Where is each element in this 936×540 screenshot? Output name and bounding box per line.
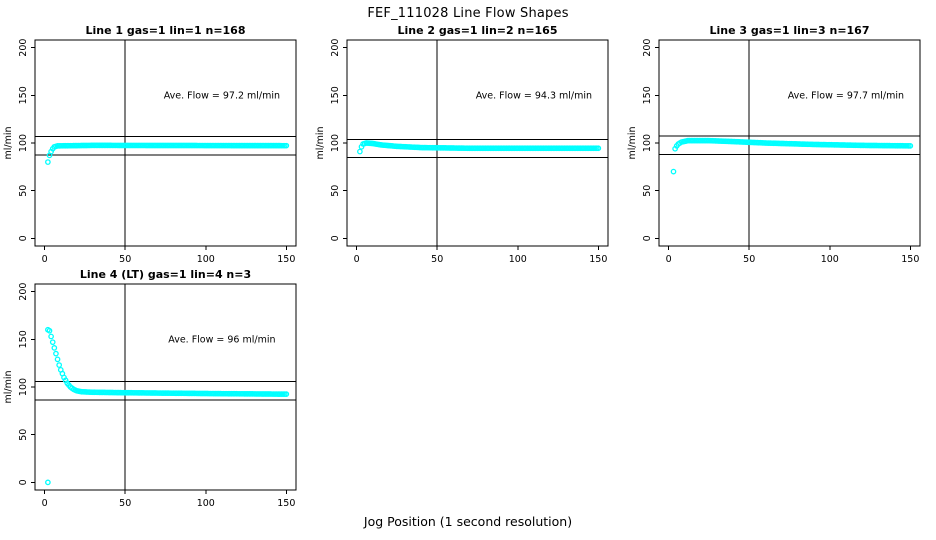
panel-title: Line 1 gas=1 lin=1 n=168 bbox=[85, 24, 245, 37]
y-axis-label: ml/min bbox=[315, 126, 326, 159]
data-points bbox=[45, 326, 290, 486]
y-tick-label: 100 bbox=[642, 134, 653, 152]
data-points bbox=[357, 140, 602, 155]
x-tick-label: 50 bbox=[431, 254, 443, 265]
data-points bbox=[670, 137, 914, 175]
y-axis-label: ml/min bbox=[3, 126, 14, 159]
x-tick-label: 150 bbox=[277, 498, 295, 509]
y-tick-label: 50 bbox=[642, 185, 653, 197]
x-tick-label: 100 bbox=[197, 498, 215, 509]
x-axis-title: Jog Position (1 second resolution) bbox=[363, 514, 573, 529]
data-point bbox=[357, 148, 363, 155]
x-tick-label: 100 bbox=[197, 254, 215, 265]
data-point bbox=[54, 356, 61, 363]
panel-line-3: Line 3 gas=1 lin=3 n=167 0 50 100 150 0 50 100 1… bbox=[624, 22, 936, 267]
panel-title: Line 2 gas=1 lin=2 n=165 bbox=[397, 24, 557, 37]
panel-line-2: Line 2 gas=1 lin=2 n=165 0 50 100 150 0 50 100 1… bbox=[312, 22, 624, 267]
panel-title: Line 4 (LT) gas=1 lin=4 n=3 bbox=[80, 268, 251, 281]
average-flow-annotation: Ave. Flow = 97.7 ml/min bbox=[788, 90, 904, 101]
x-tick-label: 50 bbox=[119, 254, 131, 265]
y-tick-label: 50 bbox=[330, 185, 341, 197]
y-tick-label: 200 bbox=[642, 39, 653, 57]
x-tick-label: 150 bbox=[589, 254, 607, 265]
data-point bbox=[283, 142, 290, 149]
panel-chart-svg: Line 1 gas=1 lin=1 n=168 0 50 100 150 0 50 100 1… bbox=[3, 24, 297, 265]
y-tick-label: 50 bbox=[18, 185, 29, 197]
x-tick-label: 0 bbox=[42, 254, 48, 265]
y-tick-label: 50 bbox=[18, 429, 29, 441]
panel-line-1: Line 1 gas=1 lin=1 n=168 0 50 100 150 0 50 100 1… bbox=[0, 22, 312, 267]
data-point bbox=[53, 350, 59, 357]
y-tick-label: 0 bbox=[18, 479, 29, 485]
data-point bbox=[283, 391, 290, 398]
y-tick-label: 100 bbox=[330, 134, 341, 152]
x-tick-label: 0 bbox=[354, 254, 360, 265]
panel-title: Line 3 gas=1 lin=3 n=167 bbox=[709, 24, 869, 37]
average-flow-annotation: Ave. Flow = 97.2 ml/min bbox=[164, 90, 280, 101]
y-tick-label: 100 bbox=[18, 378, 29, 396]
x-tick-label: 0 bbox=[42, 498, 48, 509]
data-point bbox=[595, 145, 602, 152]
y-axis-label: ml/min bbox=[627, 126, 638, 159]
x-tick-label: 150 bbox=[901, 254, 919, 265]
x-tick-label: 100 bbox=[509, 254, 527, 265]
data-points bbox=[45, 142, 290, 165]
y-tick-label: 200 bbox=[18, 283, 29, 301]
y-tick-label: 200 bbox=[330, 39, 341, 57]
panel-chart-svg: Line 2 gas=1 lin=2 n=165 0 50 100 150 0 50 100 1… bbox=[315, 24, 609, 265]
outlier-point bbox=[45, 159, 51, 165]
x-tick-label: 50 bbox=[119, 498, 131, 509]
y-tick-label: 150 bbox=[18, 86, 29, 104]
x-tick-label: 0 bbox=[666, 254, 672, 265]
panel-line-4: Line 4 (LT) gas=1 lin=4 n=3 0 50 100 150 0 50 1… bbox=[0, 266, 312, 511]
y-tick-label: 0 bbox=[18, 235, 29, 241]
y-tick-label: 150 bbox=[642, 86, 653, 104]
y-tick-label: 100 bbox=[18, 134, 29, 152]
x-tick-label: 150 bbox=[277, 254, 295, 265]
y-tick-label: 150 bbox=[330, 86, 341, 104]
outlier-point bbox=[45, 479, 51, 486]
y-tick-label: 200 bbox=[18, 39, 29, 57]
data-point bbox=[51, 345, 58, 351]
data-point bbox=[907, 143, 914, 149]
panel-chart-svg: Line 3 gas=1 lin=3 n=167 0 50 100 150 0 50 100 1… bbox=[627, 24, 921, 265]
data-point bbox=[46, 327, 53, 334]
figure-title: FEF_111028 Line Flow Shapes bbox=[367, 6, 569, 21]
average-flow-annotation: Ave. Flow = 96 ml/min bbox=[168, 334, 275, 345]
outlier-point bbox=[670, 168, 677, 175]
y-axis-label: ml/min bbox=[3, 370, 14, 403]
data-point bbox=[56, 362, 63, 368]
average-flow-annotation: Ave. Flow = 94.3 ml/min bbox=[476, 90, 592, 101]
data-point bbox=[48, 333, 54, 340]
y-tick-label: 0 bbox=[330, 235, 341, 241]
data-point bbox=[49, 339, 56, 346]
panel-chart-svg: Line 4 (LT) gas=1 lin=4 n=3 0 50 100 150 0 50 1… bbox=[3, 268, 297, 509]
y-tick-label: 0 bbox=[642, 235, 653, 241]
x-tick-label: 100 bbox=[821, 254, 839, 265]
x-tick-label: 50 bbox=[743, 254, 755, 265]
y-tick-label: 150 bbox=[18, 330, 29, 348]
